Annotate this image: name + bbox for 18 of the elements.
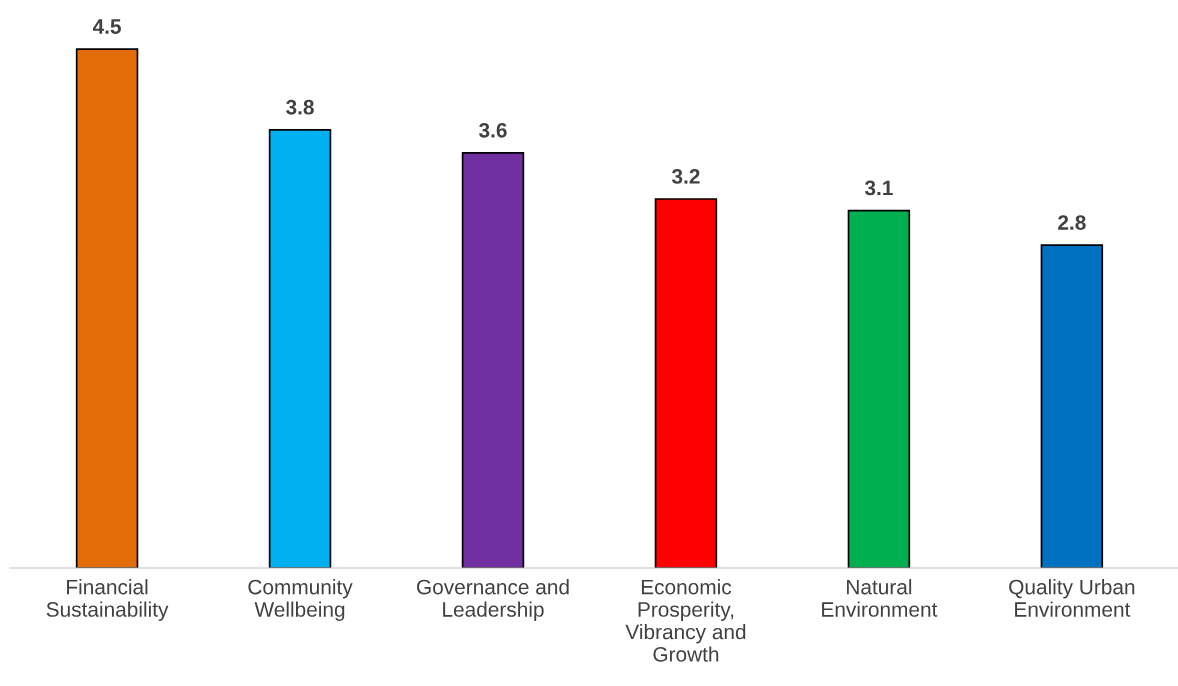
bar bbox=[1040, 244, 1104, 568]
data-label: 3.8 bbox=[286, 99, 314, 115]
x-tick-label: Economic Prosperity, Vibrancy and Growth bbox=[625, 579, 746, 662]
data-label: 3.6 bbox=[478, 122, 507, 138]
bar bbox=[268, 128, 332, 568]
data-label: 3.1 bbox=[864, 180, 893, 196]
data-label: 4.5 bbox=[92, 19, 121, 34]
x-tick-label: Financial Sustainability bbox=[46, 579, 169, 621]
bar bbox=[847, 209, 911, 568]
bar bbox=[75, 48, 139, 568]
x-tick-label: Quality Urban Environment bbox=[1009, 579, 1135, 617]
x-tick-label: Governance and Leadership bbox=[417, 579, 569, 621]
x-tick-label: Community Wellbeing bbox=[248, 579, 353, 621]
bar bbox=[654, 198, 718, 568]
data-label: 2.8 bbox=[1058, 215, 1086, 230]
x-tick-label: Natural Environment bbox=[822, 579, 938, 617]
bar bbox=[461, 152, 525, 568]
data-label: 3.2 bbox=[671, 169, 700, 184]
